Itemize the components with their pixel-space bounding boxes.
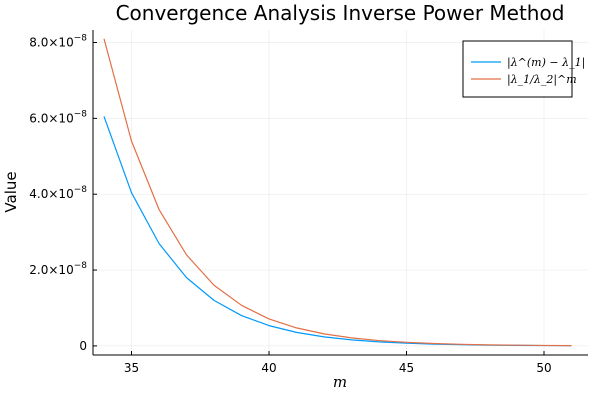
y-tick-label: 0 [79, 339, 87, 353]
axis-layer [92, 30, 588, 356]
series-line-1 [103, 116, 572, 347]
x-tick-label: 40 [261, 361, 276, 375]
y-axis-label: Value [2, 171, 20, 212]
x-tick-label: 35 [124, 361, 139, 375]
y-tick-label: 8.0×10−8 [29, 34, 87, 50]
legend: |λ^(m) − λ_1| |λ_1/λ_2|^m [462, 40, 585, 98]
tick-layer: 35 40 45 50 0 2.0×10−8 4.0×10−8 6.0×10−8 8.0×10−… [29, 34, 551, 375]
y-tick-label: 4.0×10−8 [29, 185, 87, 201]
series-line-2 [103, 38, 572, 347]
x-tick-label: 50 [536, 361, 551, 375]
chart-title: Convergence Analysis Inverse Power Metho… [116, 1, 565, 25]
x-axis-label: m [333, 373, 347, 391]
legend-label-series-1: |λ^(m) − λ_1| [507, 56, 585, 70]
y-tick-label: 6.0×10−8 [29, 109, 87, 125]
y-tick-label: 2.0×10−8 [29, 261, 87, 277]
series-layer [103, 38, 572, 347]
legend-label-series-2: |λ_1/λ_2|^m [507, 73, 577, 87]
x-tick-label: 45 [399, 361, 414, 375]
legend-box [462, 40, 573, 98]
